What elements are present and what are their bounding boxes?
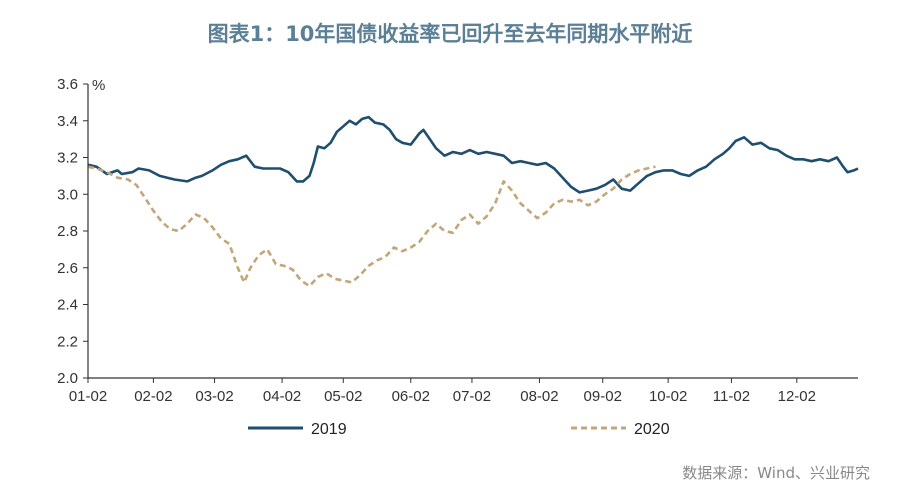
y-axis-ticks: 2.0 2.2 2.4 2.6 2.8 3.0 3.2 3.4 3.6	[57, 76, 88, 387]
y-tick-label: 3.4	[57, 113, 78, 130]
x-tick-label: 03-02	[195, 388, 233, 405]
x-tick-label: 07-02	[453, 388, 491, 405]
x-tick-label: 06-02	[392, 388, 430, 405]
series-line-2019	[87, 115, 859, 194]
x-tick-label: 02-02	[134, 388, 172, 405]
source-note: 数据来源：Wind、兴业研究	[682, 464, 870, 482]
y-tick-label: 2.6	[57, 260, 78, 277]
x-tick-label: 10-02	[649, 388, 687, 405]
y-tick-label: 2.4	[57, 297, 78, 314]
legend-label-2019: 2019	[311, 421, 347, 438]
y-tick-label: 2.8	[57, 223, 78, 240]
series-layer	[87, 115, 859, 288]
x-tick-label: 11-02	[713, 388, 750, 405]
chart-title: 图表1：10年国债收益率已回升至去年同期水平附近	[207, 22, 693, 46]
legend: 2019 2020	[248, 421, 670, 438]
y-tick-label: 2.2	[57, 333, 78, 350]
legend-label-2020: 2020	[634, 421, 670, 438]
y-axis-unit: %	[92, 77, 105, 94]
x-tick-label: 12-02	[778, 388, 816, 405]
x-tick-label: 04-02	[263, 388, 301, 405]
x-tick-label: 01-02	[69, 388, 107, 405]
x-tick-label: 05-02	[324, 388, 362, 405]
series-line-2020	[87, 165, 656, 288]
y-tick-label: 3.0	[57, 186, 78, 203]
x-tick-label: 08-02	[520, 388, 558, 405]
y-tick-label: 3.2	[57, 150, 78, 167]
x-axis-ticks: 01-02 02-02 03-02 04-02 05-02 06-02 07-02 08-02…	[69, 378, 816, 405]
y-tick-label: 2.0	[57, 370, 78, 387]
y-tick-label: 3.6	[57, 76, 78, 93]
x-tick-label: 09-02	[584, 388, 622, 405]
